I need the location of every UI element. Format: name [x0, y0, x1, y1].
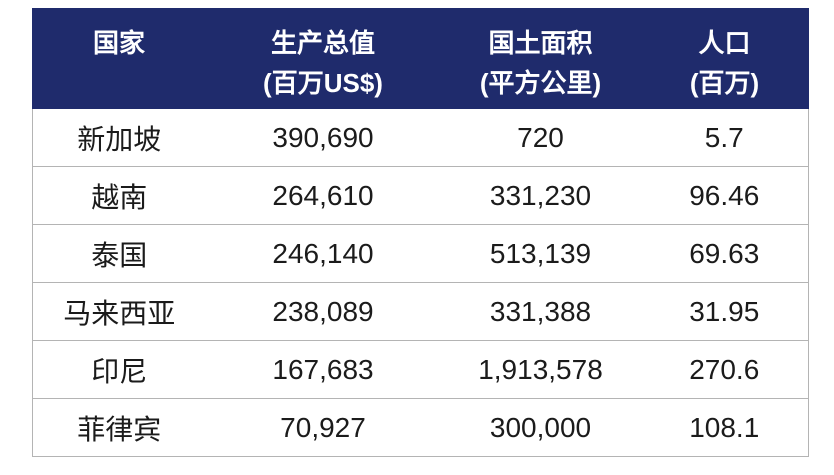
header-area-label: 国土面积: [488, 28, 593, 58]
cell-gdp: 264,610: [205, 166, 441, 225]
cell-area: 331,388: [440, 282, 641, 341]
cell-area: 331,230: [440, 166, 641, 225]
table-row: 菲律宾 70,927 300,000 108.1: [32, 398, 809, 457]
cell-country: 菲律宾: [32, 398, 206, 457]
header-population: 人口 (百万): [640, 8, 809, 109]
cell-area: 513,139: [440, 224, 641, 283]
table-row: 泰国 246,140 513,139 69.63: [32, 224, 809, 283]
header-gdp-unit: (百万US$): [263, 68, 383, 98]
cell-population: 108.1: [640, 398, 809, 457]
cell-gdp: 238,089: [205, 282, 441, 341]
cell-area: 300,000: [440, 398, 641, 457]
cell-country: 马来西亚: [32, 282, 206, 341]
cell-gdp: 70,927: [205, 398, 441, 457]
cell-gdp: 167,683: [205, 340, 441, 399]
cell-area: 720: [440, 108, 641, 167]
cell-population: 31.95: [640, 282, 809, 341]
cell-country: 印尼: [32, 340, 206, 399]
header-row: 国家 生产总值 (百万US$) 国土面积 (平方公里) 人口 (百万): [32, 8, 809, 109]
data-table-container: 国家 生产总值 (百万US$) 国土面积 (平方公里) 人口 (百万) 新加坡: [32, 8, 809, 457]
header-population-unit: (百万): [689, 68, 760, 98]
header-country-label: 国家: [92, 28, 145, 58]
cell-gdp: 246,140: [205, 224, 441, 283]
country-data-table: 国家 生产总值 (百万US$) 国土面积 (平方公里) 人口 (百万) 新加坡: [32, 8, 809, 457]
cell-population: 270.6: [640, 340, 809, 399]
cell-country: 新加坡: [32, 108, 206, 167]
cell-population: 96.46: [640, 166, 809, 225]
table-row: 马来西亚 238,089 331,388 31.95: [32, 282, 809, 341]
cell-population: 69.63: [640, 224, 809, 283]
header-area-unit: (平方公里): [479, 68, 602, 98]
table-row: 新加坡 390,690 720 5.7: [32, 108, 809, 167]
header-country: 国家: [32, 8, 206, 109]
cell-population: 5.7: [640, 108, 809, 167]
header-population-label: 人口: [698, 28, 751, 58]
cell-country: 泰国: [32, 224, 206, 283]
cell-area: 1,913,578: [440, 340, 641, 399]
header-gdp: 生产总值 (百万US$): [205, 8, 441, 109]
header-gdp-label: 生产总值: [270, 28, 375, 58]
cell-gdp: 390,690: [205, 108, 441, 167]
header-area: 国土面积 (平方公里): [440, 8, 641, 109]
table-row: 越南 264,610 331,230 96.46: [32, 166, 809, 225]
cell-country: 越南: [32, 166, 206, 225]
table-row: 印尼 167,683 1,913,578 270.6: [32, 340, 809, 399]
